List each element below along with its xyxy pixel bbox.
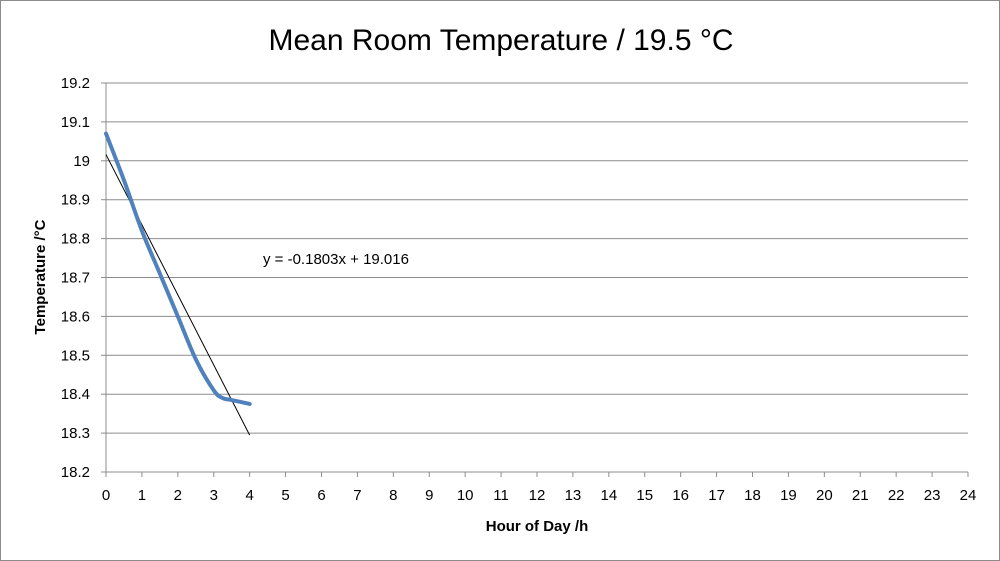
gridlines (101, 82, 969, 477)
x-tick-label: 18 (744, 487, 761, 504)
y-tick-label: 18.9 (61, 192, 90, 209)
series-group (104, 131, 252, 436)
x-tick-label: 8 (389, 487, 397, 504)
x-tick-label: 11 (493, 487, 509, 504)
y-tick-label: 19.2 (61, 75, 90, 92)
x-tick-label: 15 (636, 487, 653, 504)
x-tick-label: 17 (708, 487, 725, 504)
x-tick-label: 23 (924, 487, 941, 504)
y-tick-label: 18.8 (61, 231, 90, 248)
x-tick-label: 22 (888, 487, 905, 504)
x-axis-label: Hour of Day /h (486, 518, 589, 535)
x-tick-label: 1 (138, 487, 146, 504)
chart-title: Mean Room Temperature / 19.5 °C (269, 24, 734, 57)
y-axis-label: Temperature /°C (32, 219, 49, 334)
x-tick-label: 13 (565, 487, 582, 504)
x-tick-label: 16 (672, 487, 689, 504)
y-tick-label: 19.1 (61, 114, 90, 131)
x-tick-label: 0 (102, 487, 110, 504)
x-tick-label: 4 (245, 487, 253, 504)
series-line-0 (104, 131, 252, 406)
x-tick-label: 6 (317, 487, 325, 504)
x-tick-label: 12 (529, 487, 546, 504)
trendline-equation: y = -0.1803x + 19.016 (263, 251, 409, 268)
x-tick-label: 10 (457, 487, 474, 504)
axes (105, 83, 968, 473)
y-tick-label: 19 (73, 153, 90, 170)
x-tick-label: 21 (852, 487, 869, 504)
y-tick-label: 18.5 (61, 347, 90, 364)
y-tick-label: 18.7 (61, 270, 90, 287)
x-tick-label: 19 (780, 487, 797, 504)
y-tick-label: 18.4 (61, 386, 90, 403)
trendline (105, 154, 251, 436)
x-tick-label: 7 (353, 487, 361, 504)
y-tick-label: 18.2 (61, 464, 90, 481)
x-tick-label: 20 (816, 487, 833, 504)
x-tick-label: 2 (174, 487, 182, 504)
x-tick-labels: 0 1 2 3 4 5 6 7 8 9 10 11 12 13 14 15 16 17 18 19 20 21 22 23 24 (102, 487, 977, 504)
y-tick-label: 18.3 (61, 425, 90, 442)
y-tick-label: 18.6 (61, 308, 90, 325)
x-tick-label: 9 (425, 487, 433, 504)
x-tick-label: 24 (960, 487, 977, 504)
x-tick-label: 14 (600, 487, 617, 504)
x-tick-label: 3 (210, 487, 218, 504)
x-tick-label: 5 (281, 487, 289, 504)
y-tick-labels: 18.2 18.3 18.4 18.5 18.6 18.7 18.8 18.9 19 19.1 19… (61, 75, 90, 481)
